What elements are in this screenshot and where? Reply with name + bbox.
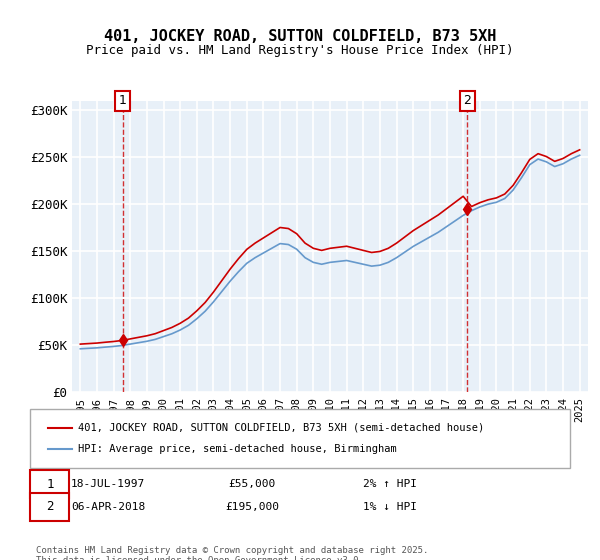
Text: 18-JUL-1997: 18-JUL-1997 (71, 479, 145, 489)
Text: 401, JOCKEY ROAD, SUTTON COLDFIELD, B73 5XH (semi-detached house): 401, JOCKEY ROAD, SUTTON COLDFIELD, B73 … (78, 423, 484, 433)
Text: 2% ↑ HPI: 2% ↑ HPI (363, 479, 417, 489)
Text: 2: 2 (46, 500, 53, 514)
Text: 401, JOCKEY ROAD, SUTTON COLDFIELD, B73 5XH: 401, JOCKEY ROAD, SUTTON COLDFIELD, B73 … (104, 29, 496, 44)
Text: 1: 1 (46, 478, 53, 491)
Text: £55,000: £55,000 (229, 479, 275, 489)
Text: HPI: Average price, semi-detached house, Birmingham: HPI: Average price, semi-detached house,… (78, 444, 397, 454)
Text: 1: 1 (119, 94, 127, 108)
Text: 1% ↓ HPI: 1% ↓ HPI (363, 502, 417, 512)
Text: 06-APR-2018: 06-APR-2018 (71, 502, 145, 512)
Text: £195,000: £195,000 (225, 502, 279, 512)
Text: Contains HM Land Registry data © Crown copyright and database right 2025.
This d: Contains HM Land Registry data © Crown c… (36, 546, 428, 560)
Text: 2: 2 (464, 94, 472, 108)
Text: Price paid vs. HM Land Registry's House Price Index (HPI): Price paid vs. HM Land Registry's House … (86, 44, 514, 57)
